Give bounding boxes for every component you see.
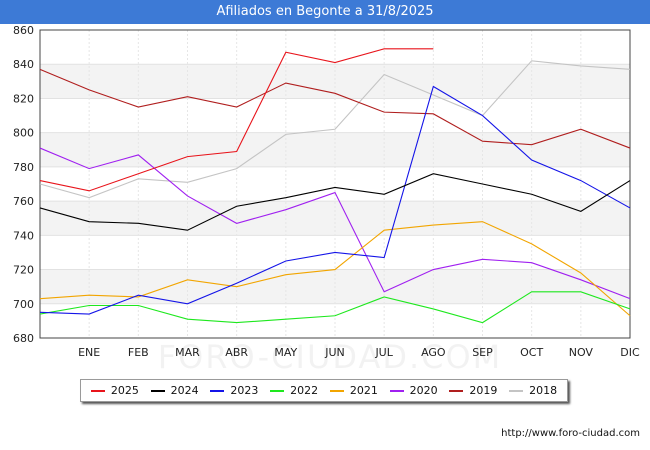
y-tick-label: 700: [13, 298, 34, 311]
y-tick-label: 740: [13, 229, 34, 242]
legend-label: 2018: [529, 384, 558, 397]
legend-item-2020: 2020: [389, 384, 438, 397]
y-tick-label: 780: [13, 161, 34, 174]
legend-swatch: [150, 389, 165, 392]
series-line-2018: [39, 60, 631, 199]
legend-swatch: [389, 389, 404, 392]
x-tick-label: AGO: [421, 346, 446, 359]
series-line-2022: [39, 291, 631, 324]
legend-item-2019: 2019: [449, 384, 497, 397]
x-tick-label: MAY: [274, 346, 297, 359]
legend: 2025 2024 2023 2022 2021 2020 2019 2018: [80, 379, 568, 402]
legend-label: 2025: [110, 384, 139, 397]
legend-swatch: [90, 389, 105, 392]
series-line-2023: [39, 85, 631, 315]
legend-swatch: [270, 389, 285, 392]
legend-label: 2024: [170, 384, 199, 397]
y-tick-label: 840: [13, 58, 34, 71]
y-tick-label: 720: [13, 264, 34, 277]
x-tick-label: SEP: [472, 346, 493, 359]
series-line-2020: [39, 147, 631, 300]
legend-swatch: [449, 389, 464, 392]
x-tick-label: JUL: [374, 346, 393, 359]
x-tick-label: NOV: [569, 346, 594, 359]
legend-swatch: [210, 389, 225, 392]
legend-label: 2022: [290, 384, 319, 397]
legend-item-2022: 2022: [270, 384, 318, 397]
series-line-2021: [39, 221, 631, 317]
grid-band: [40, 64, 630, 99]
y-tick-label: 800: [13, 127, 34, 140]
legend-label: 2021: [349, 384, 378, 397]
y-tick-labels: 680 700 720 740 760 780 800 820 840 860: [13, 24, 34, 345]
line-chart: FORO-CIUDAD.COM ENE FEB MAR ABR MAY JUN JUL AGO…: [13, 24, 640, 376]
x-tick-label: ENE: [78, 346, 100, 359]
series-lines: [39, 48, 631, 324]
legend-swatch: [509, 389, 524, 392]
x-tick-label: OCT: [520, 346, 543, 359]
legend-item-2025: 2025: [90, 384, 139, 397]
x-tick-label: ABR: [225, 346, 248, 359]
x-tick-labels: ENE FEB MAR ABR MAY JUN JUL AGO SEP OCT NOV DIC: [78, 346, 640, 359]
y-tick-label: 860: [13, 24, 34, 37]
legend-item-2023: 2023: [210, 384, 258, 397]
source-url: http://www.foro-ciudad.com: [501, 428, 640, 439]
series-line-2019: [39, 68, 631, 149]
chart-title: Afiliados en Begonte a 31/8/2025: [0, 0, 650, 24]
x-tick-label: DIC: [620, 346, 640, 359]
legend-item-2024: 2024: [150, 384, 199, 397]
y-tick-label: 680: [13, 332, 34, 345]
legend-label: 2019: [469, 384, 498, 397]
x-tick-label: FEB: [128, 346, 149, 359]
watermark: FORO-CIUDAD.COM: [158, 338, 503, 376]
x-tick-label: MAR: [175, 346, 200, 359]
series-line-2024: [39, 173, 631, 231]
legend-label: 2020: [409, 384, 438, 397]
legend-item-2018: 2018: [509, 384, 557, 397]
y-tick-label: 820: [13, 92, 34, 105]
x-tick-label: JUN: [324, 346, 345, 359]
legend-swatch: [329, 389, 344, 392]
y-tick-label: 760: [13, 195, 34, 208]
legend-item-2021: 2021: [329, 384, 378, 397]
grid-band: [40, 132, 630, 167]
series-line-2025: [39, 48, 434, 192]
legend-label: 2023: [230, 384, 259, 397]
